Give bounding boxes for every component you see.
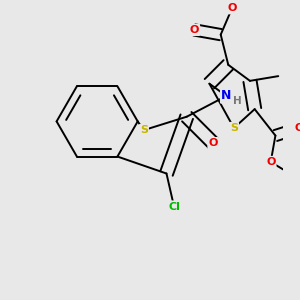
Text: S: S	[140, 125, 148, 135]
Text: Cl: Cl	[168, 202, 180, 212]
Text: O: O	[266, 157, 275, 167]
Text: O: O	[294, 123, 300, 133]
Text: O: O	[208, 138, 218, 148]
Text: O: O	[227, 3, 237, 13]
Text: N: N	[221, 89, 232, 102]
Text: H: H	[233, 96, 242, 106]
Text: O: O	[190, 25, 199, 35]
Text: S: S	[230, 123, 238, 133]
